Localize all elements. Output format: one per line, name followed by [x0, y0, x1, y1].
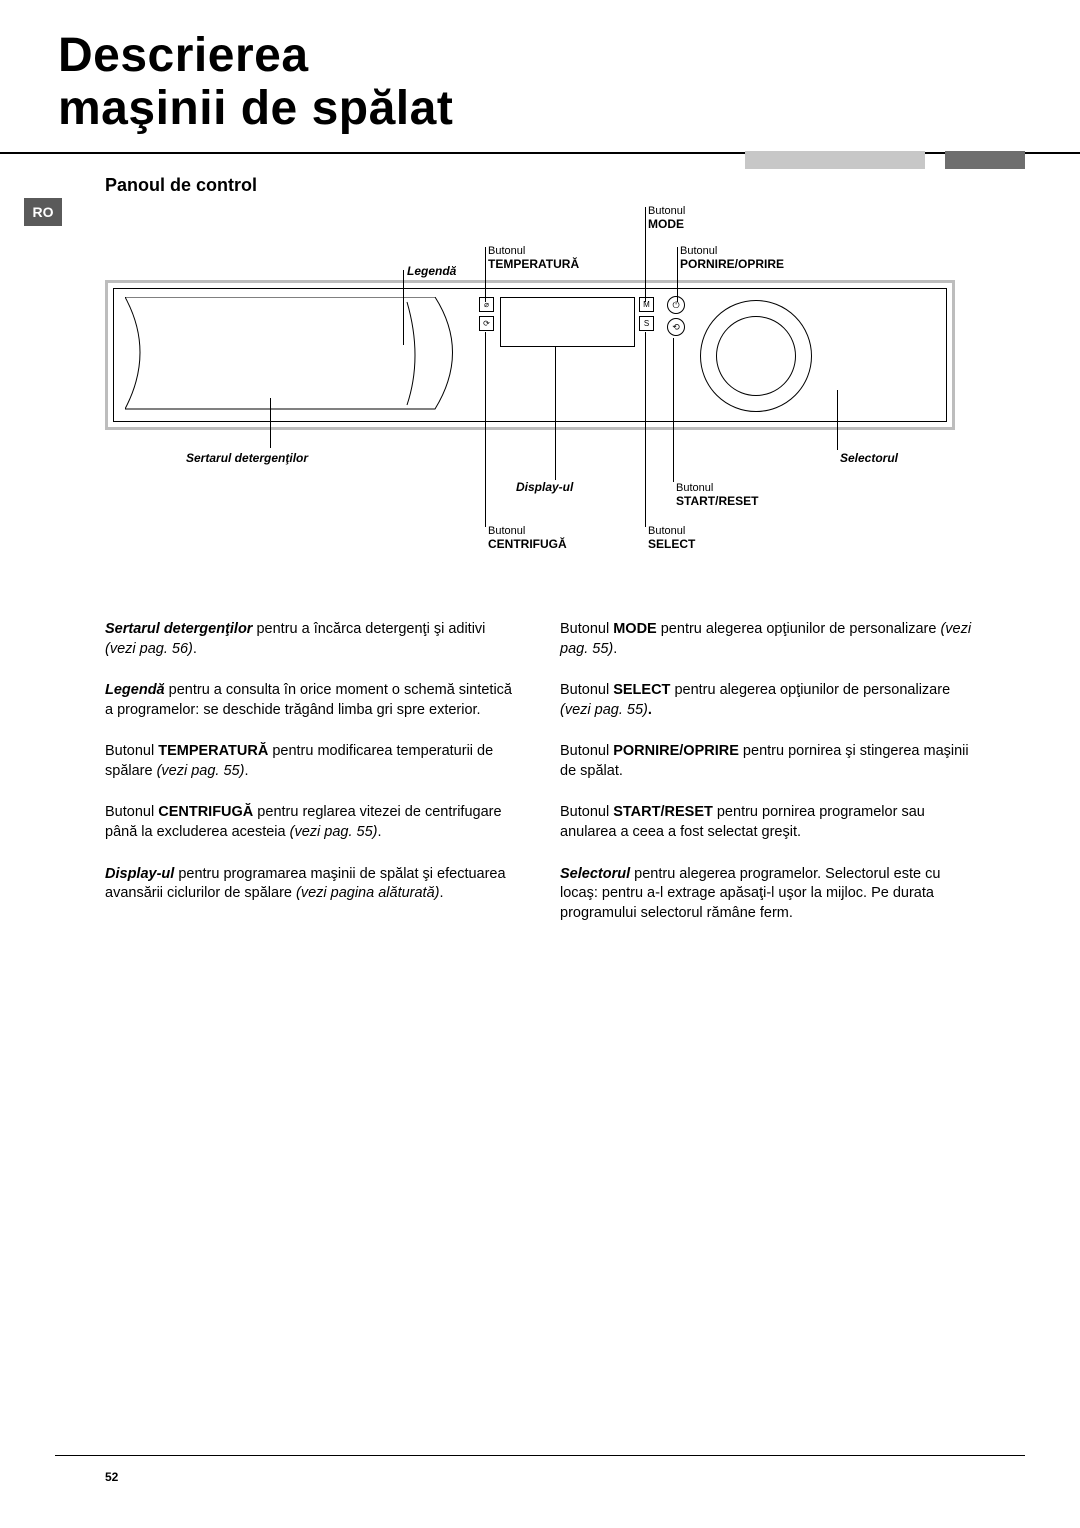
title-line-2: maşinii de spălat: [58, 82, 453, 135]
selector-dial-inner: [716, 316, 796, 396]
line-temperatura: [485, 247, 486, 302]
line-pornire: [677, 247, 678, 302]
label-selectorul-text: Selectorul: [840, 451, 898, 465]
label-startreset-prefix: Butonul: [676, 482, 713, 494]
display-rectangle: [500, 297, 635, 347]
label-display-text: Display-ul: [516, 480, 573, 494]
power-button-icon: ⏻: [667, 296, 685, 314]
label-centrifuga: Butonul CENTRIFUGĂ: [488, 523, 567, 551]
label-mode-prefix: Butonul: [648, 205, 685, 217]
paragraph: Butonul TEMPERATURĂ pentru modificarea t…: [105, 742, 520, 781]
paragraph: Butonul MODE pentru alegerea opţiunilor …: [560, 620, 975, 659]
paragraph: Selectorul pentru alegerea programelor. …: [560, 865, 975, 924]
mode-button-icon: M: [639, 297, 654, 312]
paragraph: Butonul START/RESET pentru pornirea prog…: [560, 803, 975, 842]
line-selectorul: [837, 390, 838, 450]
line-centrifuga: [485, 332, 486, 527]
label-startreset: Butonul START/RESET: [676, 480, 758, 508]
label-pornire-text: PORNIRE/OPRIRE: [680, 257, 784, 271]
label-select: Butonul SELECT: [648, 523, 695, 551]
drawer-shape: [125, 297, 470, 415]
body-col-right: Butonul MODE pentru alegerea opţiunilor …: [560, 620, 975, 945]
select-button-icon: S: [639, 316, 654, 331]
language-tag: RO: [24, 198, 62, 226]
grey-bar-light: [745, 151, 925, 169]
label-centrifuga-text: CENTRIFUGĂ: [488, 537, 567, 551]
line-legenda: [403, 270, 404, 345]
grey-bars: [745, 151, 1025, 169]
label-temperatura: Butonul TEMPERATURĂ: [488, 243, 579, 271]
line-mode: [645, 207, 646, 302]
body-content: Sertarul detergenţilor pentru a încărca …: [105, 620, 975, 945]
label-select-prefix: Butonul: [648, 525, 685, 537]
subheading: Panoul de control: [105, 175, 257, 196]
page-title: Descrierea maşinii de spălat: [0, 0, 1080, 152]
title-line-1: Descrierea: [58, 29, 309, 82]
paragraph: Butonul CENTRIFUGĂ pentru reglarea vitez…: [105, 803, 520, 842]
line-display: [555, 346, 556, 480]
label-temperatura-text: TEMPERATURĂ: [488, 257, 579, 271]
control-panel-diagram: ⌀ ⟳ M S ⏻ ⟲: [105, 280, 955, 430]
paragraph: Legendă pentru a consulta în orice momen…: [105, 681, 520, 720]
paragraph: Sertarul detergenţilor pentru a încărca …: [105, 620, 520, 659]
start-button-icon: ⟲: [667, 318, 685, 336]
spin-button-icon: ⟳: [479, 316, 494, 331]
line-startreset: [673, 338, 674, 482]
label-pornire-prefix: Butonul: [680, 245, 717, 257]
paragraph: Butonul PORNIRE/OPRIRE pentru pornirea ş…: [560, 742, 975, 781]
line-select: [645, 332, 646, 527]
label-mode-text: MODE: [648, 217, 684, 231]
label-select-text: SELECT: [648, 537, 695, 551]
label-pornire: Butonul PORNIRE/OPRIRE: [680, 243, 784, 271]
label-mode: Butonul MODE: [648, 203, 685, 231]
label-sertarul-text: Sertarul detergenţilor: [186, 451, 308, 465]
label-temperatura-prefix: Butonul: [488, 245, 525, 257]
paragraph: Display-ul pentru programarea maşinii de…: [105, 865, 520, 904]
label-selectorul: Selectorul: [840, 451, 898, 465]
label-legenda-text: Legendă: [407, 264, 456, 278]
label-centrifuga-prefix: Butonul: [488, 525, 525, 537]
grey-bar-gap: [925, 151, 945, 169]
label-startreset-text: START/RESET: [676, 494, 758, 508]
line-sertarul: [270, 398, 271, 448]
label-display: Display-ul: [516, 480, 573, 494]
temp-button-icon: ⌀: [479, 297, 494, 312]
footer-rule: [55, 1455, 1025, 1456]
divider-row: [0, 152, 1080, 170]
paragraph: Butonul SELECT pentru alegerea opţiunilo…: [560, 681, 975, 720]
body-col-left: Sertarul detergenţilor pentru a încărca …: [105, 620, 520, 945]
page-number: 52: [105, 1470, 118, 1484]
label-legenda: Legendă: [407, 264, 456, 278]
grey-bar-dark: [945, 151, 1025, 169]
label-sertarul: Sertarul detergenţilor: [186, 451, 308, 465]
